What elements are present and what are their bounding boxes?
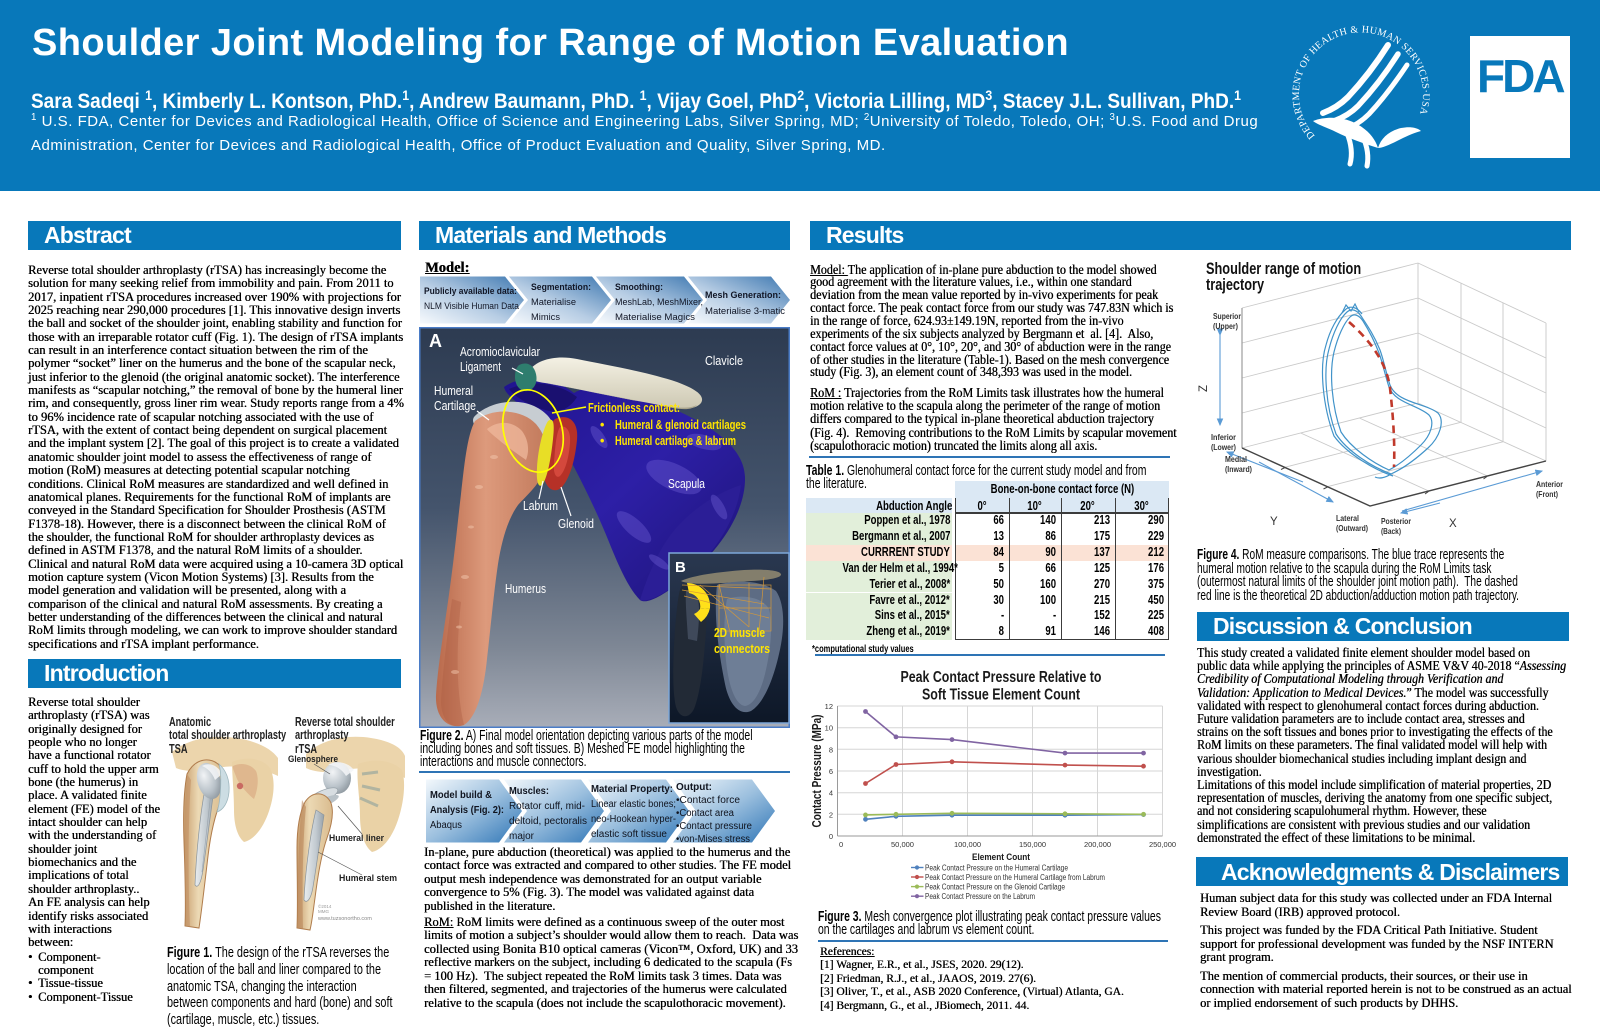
svg-text:Humeral cartilage & labrum: Humeral cartilage & labrum	[615, 434, 736, 448]
svg-text:Y: Y	[1270, 516, 1278, 528]
svg-text:250,000: 250,000	[1149, 840, 1176, 849]
svg-text:X: X	[1449, 518, 1457, 530]
svg-text:150,000: 150,000	[1019, 840, 1046, 849]
svg-text:0: 0	[839, 840, 843, 849]
svg-text:•: •	[600, 418, 604, 432]
svg-text:Inferior: Inferior	[1211, 433, 1237, 442]
svg-text:Peak Contact Pressure on the G: Peak Contact Pressure on the Glenoid Car…	[925, 882, 1065, 891]
svg-text:Peak Contact Pressure on the H: Peak Contact Pressure on the Humeral Car…	[925, 863, 1068, 872]
svg-text:(Inward): (Inward)	[1225, 465, 1252, 474]
svg-text:•von-Mises stress: •von-Mises stress	[676, 834, 750, 843]
svg-text:Scapula: Scapula	[668, 477, 705, 491]
svg-text:0: 0	[829, 832, 833, 841]
svg-text:Materialise 3-matic: Materialise 3-matic	[705, 306, 785, 317]
svg-text:Acromioclavicular: Acromioclavicular	[460, 345, 540, 359]
svg-text:Material Property:: Material Property:	[591, 784, 673, 795]
svg-text:12: 12	[825, 702, 833, 711]
svg-text:neo-Hookean hyper-: neo-Hookean hyper-	[591, 814, 676, 825]
svg-text:NLM Visible Human Data: NLM Visible Human Data	[424, 301, 520, 312]
svg-text:Lateral: Lateral	[1336, 514, 1359, 523]
svg-text:www.tuzsonortho.com: www.tuzsonortho.com	[317, 916, 372, 922]
svg-text:Humeral liner: Humeral liner	[329, 833, 384, 844]
svg-text:Peak Contact Pressure on the L: Peak Contact Pressure on the Labrum	[925, 892, 1035, 901]
svg-text:Rotator cuff, mid-: Rotator cuff, mid-	[509, 801, 585, 812]
svg-text:(Upper): (Upper)	[1213, 322, 1238, 331]
svg-text:Materialise Magics: Materialise Magics	[615, 312, 695, 323]
svg-text:Model build &: Model build &	[430, 790, 492, 801]
svg-text:2: 2	[829, 810, 833, 819]
svg-text:Contact Pressure (MPa): Contact Pressure (MPa)	[810, 715, 824, 828]
svg-text:Humerus: Humerus	[505, 582, 546, 596]
svg-text:Posterior: Posterior	[1381, 517, 1412, 526]
svg-text:Element Count: Element Count	[972, 852, 1030, 862]
svg-text:Glenosphere: Glenosphere	[288, 754, 338, 765]
svg-text:Anterior: Anterior	[1536, 480, 1564, 489]
svg-text:A: A	[429, 331, 442, 351]
svg-text:Mesh Generation:: Mesh Generation:	[705, 290, 781, 301]
svg-text:Humeral & glenoid cartilages: Humeral & glenoid cartilages	[615, 418, 746, 432]
svg-text:B: B	[675, 559, 686, 576]
svg-text:•Contact force: •Contact force	[676, 795, 740, 806]
svg-text:Ligament: Ligament	[460, 360, 501, 374]
svg-text:Humeral stem: Humeral stem	[339, 873, 397, 884]
svg-text:Output:: Output:	[676, 782, 712, 793]
svg-text:10: 10	[825, 724, 833, 733]
svg-text:(Back): (Back)	[1381, 527, 1401, 536]
svg-text:6: 6	[829, 767, 833, 776]
svg-text:Abaqus: Abaqus	[430, 820, 462, 831]
svg-text:major: major	[509, 831, 535, 842]
svg-text:(Outward): (Outward)	[1336, 524, 1368, 533]
svg-text:Labrum: Labrum	[523, 499, 558, 513]
svg-text:Analysis (Fig. 2):: Analysis (Fig. 2):	[430, 805, 504, 816]
svg-text:•: •	[600, 434, 604, 448]
svg-text:MeshLab, MeshMixer,: MeshLab, MeshMixer,	[615, 297, 703, 308]
svg-text:Humeral: Humeral	[434, 384, 473, 398]
svg-text:•Contact area: •Contact area	[676, 808, 734, 819]
svg-text:Frictionless contact:: Frictionless contact:	[588, 401, 680, 415]
svg-text:connectors: connectors	[714, 642, 770, 656]
svg-text:Superior: Superior	[1213, 312, 1242, 321]
svg-text:200,000: 200,000	[1084, 840, 1111, 849]
svg-text:100,000: 100,000	[954, 840, 981, 849]
svg-text:2D muscle: 2D muscle	[714, 626, 765, 640]
svg-text:4: 4	[829, 789, 833, 798]
svg-text:50,000: 50,000	[891, 840, 914, 849]
svg-text:Materialise: Materialise	[531, 297, 576, 308]
svg-text:Peak Contact Pressure Relative: Peak Contact Pressure Relative to	[901, 669, 1102, 686]
svg-text:MMG: MMG	[318, 909, 329, 914]
svg-text:©2014: ©2014	[318, 903, 332, 909]
svg-text:8: 8	[829, 745, 833, 754]
svg-text:Cartilage: Cartilage	[434, 399, 476, 413]
svg-text:Glenoid: Glenoid	[558, 517, 594, 531]
svg-text:Publicly available data:: Publicly available data:	[424, 286, 517, 297]
svg-text:(Front): (Front)	[1536, 490, 1558, 499]
svg-text:(Lower): (Lower)	[1211, 443, 1236, 452]
svg-text:Muscles:: Muscles:	[509, 786, 549, 797]
svg-text:elastic soft tissue: elastic soft tissue	[591, 829, 667, 840]
svg-text:Mimics: Mimics	[531, 312, 560, 323]
svg-text:deltoid, pectoralis: deltoid, pectoralis	[509, 816, 587, 827]
svg-text:Segmentation:: Segmentation:	[531, 282, 591, 293]
svg-text:Smoothing:: Smoothing:	[615, 282, 663, 293]
svg-text:Linear elastic bones;: Linear elastic bones;	[591, 799, 676, 810]
svg-text:Medial: Medial	[1225, 455, 1247, 464]
svg-text:Peak Contact Pressure on the H: Peak Contact Pressure on the Humeral Car…	[925, 873, 1105, 882]
svg-text:Z: Z	[1198, 385, 1210, 392]
svg-text:•Contact pressure: •Contact pressure	[676, 821, 752, 832]
svg-text:Clavicle: Clavicle	[705, 354, 743, 368]
svg-text:Soft Tissue Element Count: Soft Tissue Element Count	[922, 687, 1080, 704]
